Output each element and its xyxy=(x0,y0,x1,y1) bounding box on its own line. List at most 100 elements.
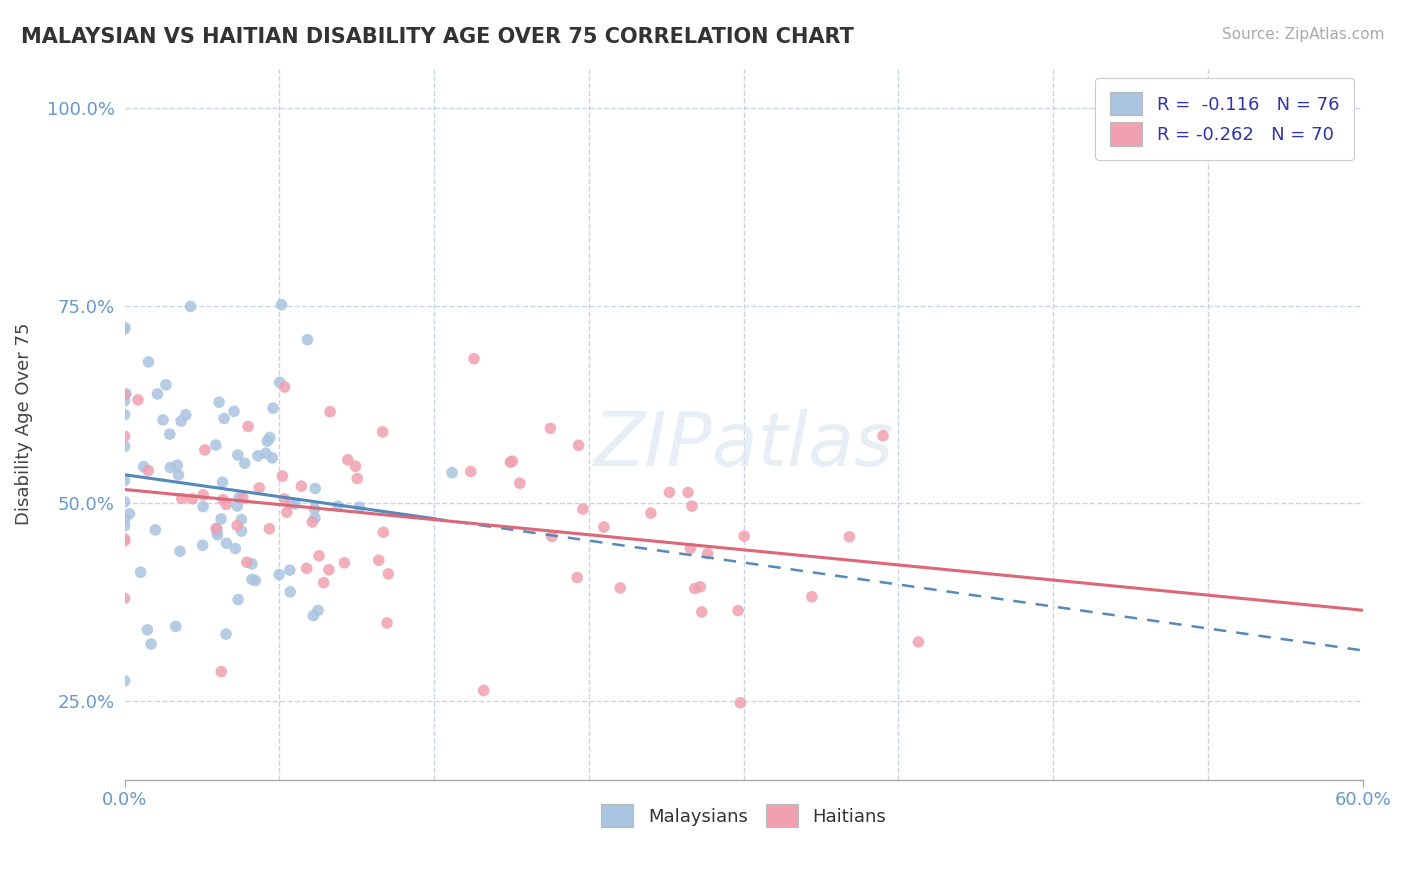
Point xyxy=(872,429,894,443)
Point xyxy=(215,498,238,512)
Point xyxy=(231,512,253,526)
Point xyxy=(344,459,367,474)
Point xyxy=(501,454,523,468)
Point xyxy=(346,471,368,485)
Point xyxy=(592,520,614,534)
Point xyxy=(118,507,141,521)
Point xyxy=(205,522,228,536)
Point xyxy=(567,570,589,584)
Point xyxy=(304,511,326,525)
Point xyxy=(129,566,152,580)
Point xyxy=(259,522,281,536)
Point xyxy=(212,492,235,507)
Point xyxy=(204,438,226,452)
Point xyxy=(290,479,312,493)
Point xyxy=(689,580,711,594)
Point xyxy=(377,566,399,581)
Point xyxy=(304,482,326,496)
Point xyxy=(245,574,267,588)
Point xyxy=(683,582,706,596)
Point xyxy=(114,512,136,526)
Point xyxy=(114,673,136,688)
Point xyxy=(333,556,356,570)
Point xyxy=(267,567,290,582)
Point xyxy=(538,421,561,435)
Point xyxy=(193,488,215,502)
Point xyxy=(658,485,681,500)
Point xyxy=(167,467,190,482)
Point xyxy=(278,496,301,510)
Text: Source: ZipAtlas.com: Source: ZipAtlas.com xyxy=(1222,27,1385,42)
Point xyxy=(211,475,233,490)
Point xyxy=(460,465,482,479)
Point xyxy=(278,585,301,599)
Point xyxy=(132,459,155,474)
Point xyxy=(114,320,136,334)
Point xyxy=(540,529,562,543)
Point xyxy=(114,387,136,401)
Point xyxy=(375,615,398,630)
Point xyxy=(247,481,270,495)
Point xyxy=(215,536,238,550)
Point xyxy=(215,627,238,641)
Point xyxy=(114,440,136,454)
Point xyxy=(270,298,292,312)
Point xyxy=(114,408,136,422)
Point xyxy=(181,491,204,506)
Point xyxy=(208,395,231,409)
Point xyxy=(205,522,228,536)
Point xyxy=(367,553,389,567)
Point xyxy=(165,619,187,633)
Point xyxy=(907,635,929,649)
Point xyxy=(640,506,662,520)
Point xyxy=(271,469,294,483)
Point xyxy=(226,518,249,533)
Legend: Malaysians, Haitians: Malaysians, Haitians xyxy=(593,797,894,835)
Point xyxy=(146,387,169,401)
Point xyxy=(284,497,307,511)
Point xyxy=(262,401,284,416)
Point xyxy=(114,519,136,533)
Point xyxy=(336,452,359,467)
Text: MALAYSIAN VS HAITIAN DISABILITY AGE OVER 75 CORRELATION CHART: MALAYSIAN VS HAITIAN DISABILITY AGE OVER… xyxy=(21,27,853,46)
Point xyxy=(180,300,202,314)
Point xyxy=(441,466,464,480)
Point xyxy=(572,502,595,516)
Point xyxy=(236,419,259,434)
Point xyxy=(681,499,703,513)
Point xyxy=(228,491,250,505)
Point xyxy=(152,413,174,427)
Point xyxy=(226,499,249,513)
Point xyxy=(231,524,253,538)
Point xyxy=(730,696,752,710)
Point xyxy=(143,523,166,537)
Point xyxy=(222,404,245,418)
Point xyxy=(349,500,371,515)
Point xyxy=(256,434,278,449)
Point xyxy=(226,592,249,607)
Point xyxy=(295,561,318,575)
Point xyxy=(679,541,702,556)
Point xyxy=(207,528,229,542)
Point xyxy=(318,563,340,577)
Point xyxy=(278,563,301,577)
Point xyxy=(212,411,235,425)
Point xyxy=(276,505,298,519)
Point xyxy=(159,460,181,475)
Point xyxy=(114,495,136,509)
Point xyxy=(676,485,699,500)
Point xyxy=(273,380,295,394)
Point xyxy=(155,377,177,392)
Point xyxy=(170,491,193,506)
Point xyxy=(273,491,295,506)
Point xyxy=(240,557,263,571)
Point xyxy=(326,499,349,513)
Point xyxy=(174,408,197,422)
Point xyxy=(114,322,136,336)
Point xyxy=(194,442,217,457)
Point xyxy=(499,455,522,469)
Text: ZIPatlas: ZIPatlas xyxy=(593,409,894,482)
Point xyxy=(159,427,181,442)
Point xyxy=(209,665,232,679)
Point xyxy=(232,491,254,505)
